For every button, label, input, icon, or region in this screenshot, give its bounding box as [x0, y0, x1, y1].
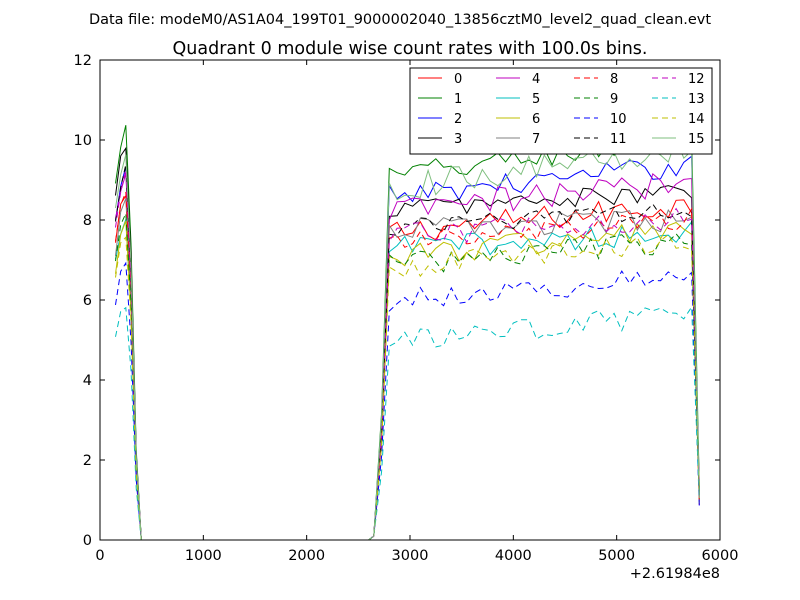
x-tick-label: 6000 [702, 548, 739, 564]
x-tick-label: 5000 [598, 548, 635, 564]
series-line-13 [115, 305, 700, 540]
series-line-5 [115, 219, 700, 540]
y-tick-label: 2 [83, 453, 92, 469]
series-line-12 [115, 170, 700, 540]
series-line-6 [115, 220, 700, 540]
series-line-11 [115, 164, 700, 540]
x-offset-label: +2.61984e8 [630, 566, 720, 582]
series-line-8 [115, 191, 700, 540]
legend-label-1: 1 [454, 92, 462, 107]
legend-label-2: 2 [454, 112, 462, 127]
legend-label-13: 13 [688, 92, 705, 107]
series-line-14 [115, 233, 700, 540]
suptitle: Data file: modeM0/AS1A04_199T01_90000020… [89, 12, 711, 28]
x-tick-label: 4000 [495, 548, 532, 564]
y-tick-label: 10 [74, 133, 92, 149]
legend-label-8: 8 [610, 72, 618, 87]
legend-label-10: 10 [610, 112, 627, 127]
y-tick-label: 4 [83, 373, 92, 389]
series-line-2 [115, 155, 700, 540]
legend-label-5: 5 [532, 92, 540, 107]
y-tick-label: 6 [83, 293, 92, 309]
legend-label-3: 3 [454, 132, 462, 147]
y-tick-label: 0 [83, 533, 92, 549]
series-layer [115, 125, 700, 540]
x-tick-label: 2000 [288, 548, 325, 564]
x-tick-label: 3000 [392, 548, 429, 564]
legend-label-14: 14 [688, 112, 705, 127]
legend-label-9: 9 [610, 92, 618, 107]
series-line-15 [115, 138, 700, 540]
series-line-9 [115, 213, 700, 540]
series-line-3 [115, 146, 700, 540]
legend-label-0: 0 [454, 72, 462, 87]
series-line-7 [115, 198, 700, 540]
legend-label-7: 7 [532, 132, 540, 147]
legend-label-11: 11 [610, 132, 627, 147]
series-line-1 [115, 125, 700, 540]
legend-box [409, 67, 713, 155]
legend-label-6: 6 [532, 112, 540, 127]
chart-title: Quadrant 0 module wise count rates with … [173, 39, 648, 59]
legend-label-15: 15 [688, 132, 705, 147]
legend-label-4: 4 [532, 72, 540, 87]
series-line-0 [115, 194, 700, 540]
y-tick-label: 12 [74, 53, 92, 69]
legend-label-12: 12 [688, 72, 705, 87]
x-tick-label: 0 [95, 548, 104, 564]
y-tick-label: 8 [83, 213, 92, 229]
x-tick-label: 1000 [185, 548, 222, 564]
series-line-10 [115, 261, 700, 540]
series-line-4 [115, 173, 700, 540]
